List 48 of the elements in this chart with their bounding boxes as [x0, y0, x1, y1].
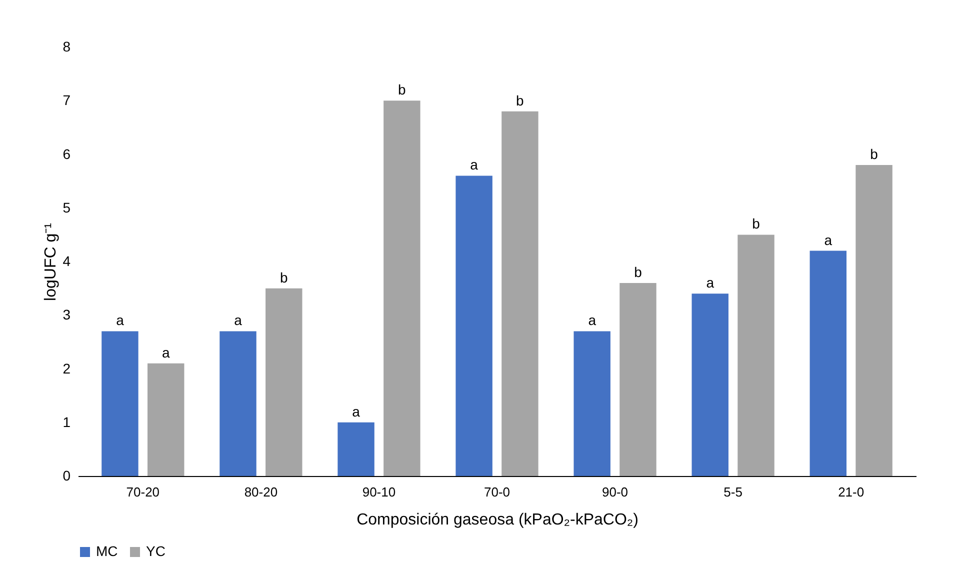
data-label: b [870, 146, 878, 162]
data-label: b [752, 216, 760, 232]
bar [102, 331, 138, 476]
data-label: a [824, 232, 832, 248]
bar [692, 294, 728, 476]
y-tick-label: 8 [62, 38, 71, 54]
bar [502, 111, 538, 476]
x-tick-label: 80-20 [244, 484, 278, 500]
x-tick-label: 21-0 [838, 484, 864, 500]
y-tick-label: 2 [62, 360, 71, 376]
y-axis-title: logUFC g⁻¹ [42, 223, 60, 301]
x-axis-title: Composición gaseosa (kPaO₂-kPaCO₂) [356, 512, 638, 528]
y-tick-label: 3 [62, 306, 71, 323]
y-tick-label: 5 [62, 199, 71, 216]
data-label: b [280, 269, 288, 286]
data-label: a [352, 403, 360, 420]
data-label: a [706, 274, 714, 291]
bar [738, 234, 774, 476]
bar [148, 363, 184, 476]
x-tick-label: 70-20 [126, 484, 160, 500]
data-label: a [470, 156, 478, 173]
legend-label: MC [96, 543, 118, 559]
y-tick-label: 1 [62, 414, 71, 430]
x-tick-label: 5-5 [724, 484, 742, 500]
bar [574, 331, 610, 476]
x-tick-label: 90-0 [602, 484, 628, 500]
data-label: a [588, 312, 596, 328]
data-label: a [116, 312, 124, 328]
bar [338, 422, 374, 476]
y-tick-label: 7 [62, 92, 71, 108]
data-label: a [162, 344, 170, 360]
data-label: b [634, 264, 642, 280]
bar [266, 288, 302, 476]
bar [810, 250, 846, 476]
x-tick-label: 70-0 [484, 484, 510, 500]
data-label: b [516, 92, 524, 108]
y-tick-label: 0 [62, 468, 71, 484]
legend-label: YC [146, 543, 166, 559]
bar [620, 282, 656, 476]
bar [220, 331, 256, 476]
y-tick-label: 6 [62, 146, 71, 162]
bar [856, 164, 892, 476]
y-tick-label: 4 [62, 253, 71, 269]
data-label: a [234, 312, 242, 328]
bar [456, 176, 492, 476]
data-label: b [398, 82, 406, 98]
bar [384, 100, 420, 476]
x-tick-label: 90-10 [362, 484, 396, 500]
